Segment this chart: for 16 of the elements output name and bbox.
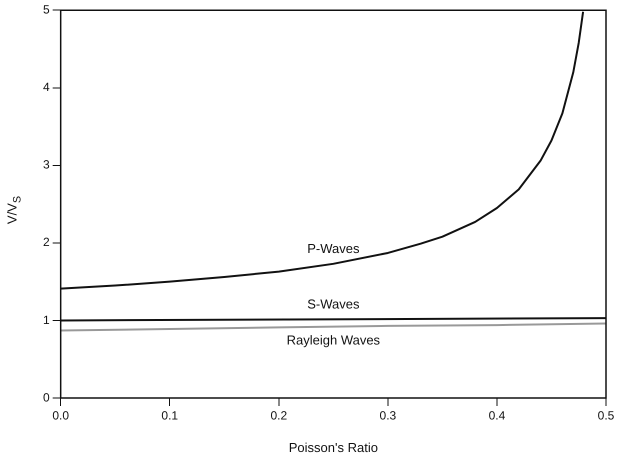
x-tick-label: 0.4 — [488, 408, 506, 423]
series-label: S-Waves — [307, 296, 360, 312]
x-tick-label: 0.0 — [52, 408, 70, 423]
y-tick-label: 3 — [42, 158, 50, 172]
y-tick-label: 1 — [42, 312, 50, 327]
y-tick-label: 0 — [42, 390, 50, 404]
x-tick-label: 0.5 — [598, 408, 615, 423]
x-tick-label: 0.1 — [161, 408, 178, 423]
series-label: Rayleigh Waves — [286, 332, 381, 348]
y-tick-label: 2 — [42, 235, 50, 250]
series-label: P-Waves — [307, 240, 360, 256]
x-axis-title: Poisson's Ratio — [288, 440, 378, 455]
y-tick-label: 4 — [42, 80, 50, 94]
x-tick-label: 0.2 — [270, 408, 288, 423]
x-tick-label: 0.3 — [380, 408, 397, 423]
y-tick-label: 5 — [42, 2, 50, 17]
